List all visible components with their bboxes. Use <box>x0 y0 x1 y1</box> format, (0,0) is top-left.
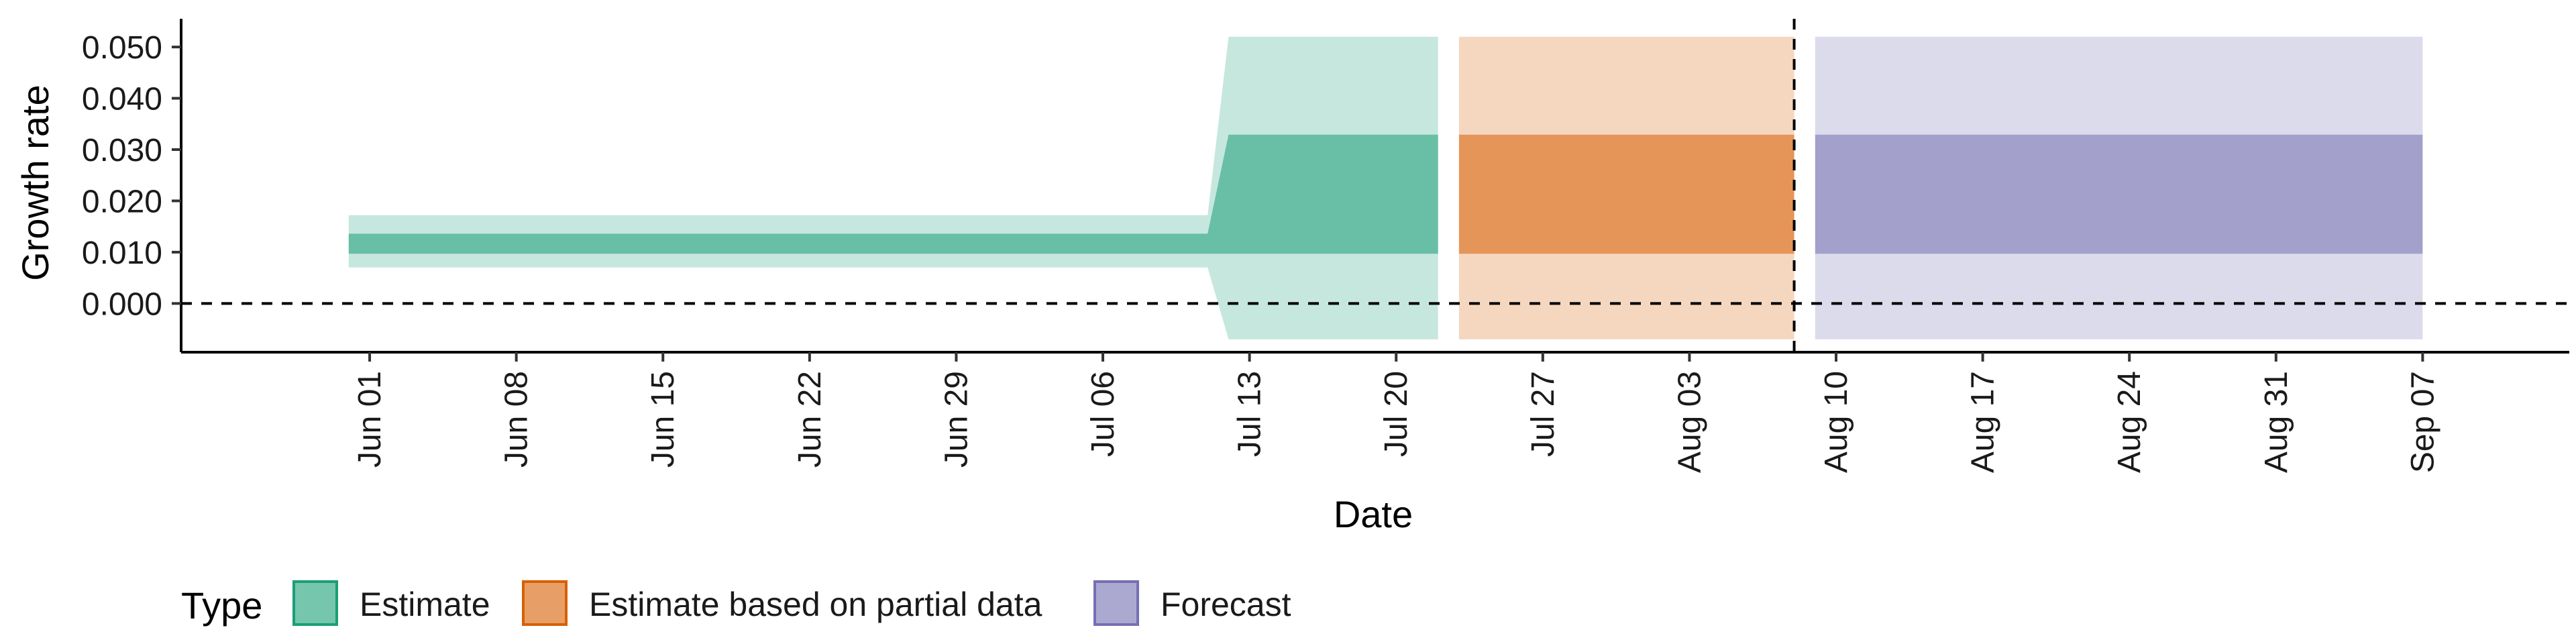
legend-swatch-estimate <box>292 580 338 626</box>
x-tick-label: Jun 29 <box>938 371 974 468</box>
y-tick-label: 0.000 <box>82 286 162 322</box>
legend-label-forecast: Forecast <box>1161 586 1291 623</box>
x-tick-label: Jun 22 <box>792 371 828 468</box>
x-tick-label: Aug 10 <box>1819 371 1854 473</box>
x-tick-label: Aug 31 <box>2259 371 2294 473</box>
forecast-band-50 <box>1815 134 2423 254</box>
x-tick-label: Jun 01 <box>352 371 388 468</box>
y-axis-title: Growth rate <box>14 85 56 281</box>
x-axis-title: Date <box>1334 493 1413 535</box>
legend: Type Estimate Estimate based on partial d… <box>181 580 1291 627</box>
legend-swatch-forecast <box>1093 580 1139 626</box>
y-tick-label: 0.030 <box>82 133 162 168</box>
estimate-band-90 <box>348 36 1438 339</box>
legend-title: Type <box>181 584 262 627</box>
estimate-based-on-partial-data-band-50 <box>1458 134 1794 254</box>
y-tick-label: 0.050 <box>82 30 162 66</box>
legend-label-estimate: Estimate <box>360 586 490 623</box>
x-tick-label: Jul 06 <box>1085 371 1121 457</box>
y-axis-ticks: 0.000 0.010 0.020 0.030 0.040 0.050 <box>82 30 181 322</box>
legend-label-estimate-based-on-partial-data: Estimate based on partial data <box>589 586 1042 623</box>
x-tick-label: Aug 17 <box>1966 371 2001 473</box>
y-tick-label: 0.040 <box>82 82 162 117</box>
y-tick-label: 0.020 <box>82 184 162 219</box>
estimate-band-50 <box>348 134 1438 254</box>
x-tick-label: Aug 24 <box>2112 371 2147 473</box>
band-layer <box>348 36 2423 339</box>
reference-lines <box>181 19 2569 352</box>
x-tick-label: Jun 08 <box>499 371 535 468</box>
x-tick-label: Jul 13 <box>1232 371 1268 457</box>
y-tick-label: 0.010 <box>82 235 162 271</box>
x-tick-label: Jun 15 <box>645 371 681 468</box>
legend-swatch-estimate-based-on-partial-data <box>522 580 568 626</box>
x-tick-label: Sep 07 <box>2405 371 2440 473</box>
x-tick-label: Aug 03 <box>1672 371 1707 473</box>
x-axis-ticks: Jun 01 Jun 08 Jun 15 Jun 22 Jun 29 Jul 06 Jul … <box>352 352 2440 473</box>
x-tick-label: Jul 27 <box>1525 371 1561 457</box>
legend-items: Estimate Estimate based on partial data Fo… <box>292 580 1291 626</box>
x-tick-label: Jul 20 <box>1379 371 1414 457</box>
